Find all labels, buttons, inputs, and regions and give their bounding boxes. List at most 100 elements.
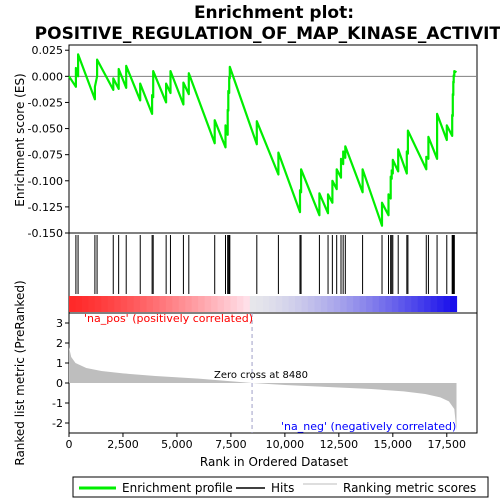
es-curve (68, 53, 457, 227)
x-tick-label: 0 (66, 438, 73, 451)
color-bar-segment (450, 296, 458, 312)
ranked-metric-area (69, 313, 457, 433)
color-bar-segment (430, 296, 438, 312)
color-bar-segment (236, 296, 244, 312)
ranked-ylabel: Ranked list metric (PreRanked) (13, 280, 27, 465)
color-bar-segment (133, 296, 141, 312)
es-tick-label: -0.050 (28, 123, 63, 136)
color-bar-segment (391, 296, 399, 312)
pos-label: 'na_pos' (positively correlated) (84, 312, 253, 325)
color-bar-segment (230, 296, 238, 312)
color-bar-segment (243, 296, 251, 312)
color-bar-segment (256, 296, 264, 312)
color-bar-segment (159, 296, 167, 312)
color-bar-segment (178, 296, 186, 312)
color-bar-segment (359, 296, 367, 312)
ranked-tick-label: 2 (56, 337, 63, 350)
es-tick-label: 0.025 (32, 44, 64, 57)
color-bar-segment (417, 296, 425, 312)
legend-label-enrichment: Enrichment profile (122, 481, 233, 495)
color-bar-segment (101, 296, 109, 312)
color-bar-segment (249, 296, 257, 312)
x-axis-label: Rank in Ordered Dataset (200, 455, 348, 469)
ranked-tick-label: -2 (52, 417, 63, 430)
color-bar-segment (140, 296, 148, 312)
color-bar-segment (333, 296, 341, 312)
color-bar-segment (75, 296, 83, 312)
x-axis: 0 2,500 5,000 7,500 10,000 12,500 15,000 17,500 (66, 433, 467, 451)
legend-label-hits: Hits (271, 481, 294, 495)
es-tick-label: -0.125 (28, 201, 63, 214)
hit-marks (75, 235, 455, 294)
color-bar-segment (288, 296, 296, 312)
legend: Enrichment profile Hits Ranking metric s… (72, 476, 489, 498)
color-bar-segment (385, 296, 393, 312)
color-bar-segment (88, 296, 96, 312)
es-axis: 0.025 0.000 -0.025 -0.050 -0.075 -0.100 -0.125… (28, 44, 69, 240)
x-tick-label: 15,000 (374, 438, 413, 451)
color-bar-segment (146, 296, 154, 312)
es-tick-label: -0.075 (28, 149, 63, 162)
es-ylabel: Enrichment score (ES) (13, 73, 27, 206)
color-bar-segment (114, 296, 122, 312)
color-bar-segment (404, 296, 412, 312)
legend-frame (72, 476, 489, 498)
neg-label: 'na_neg' (negatively correlated) (281, 420, 456, 433)
color-bar-segment (211, 296, 219, 312)
color-bar-segment (81, 296, 89, 312)
color-bar-segment (198, 296, 206, 312)
color-bar-segment (185, 296, 193, 312)
color-bar-segment (398, 296, 406, 312)
x-tick-label: 2,500 (107, 438, 139, 451)
color-bar-segment (301, 296, 309, 312)
color-bar-segment (262, 296, 270, 312)
es-tick-label: -0.150 (28, 227, 63, 240)
es-tick-label: 0.000 (32, 70, 64, 83)
x-tick-label: 12,500 (320, 438, 359, 451)
color-bar-segment (191, 296, 199, 312)
color-bar-segment (217, 296, 225, 312)
color-bar-segment (165, 296, 173, 312)
color-bar-segment (152, 296, 161, 312)
color-bar-segment (282, 296, 290, 312)
color-bar-segment (327, 296, 335, 312)
color-bar-segment (314, 296, 322, 312)
ranked-axis: 3 2 1 0 -1 -2 (52, 317, 69, 430)
color-bar-segment (424, 296, 432, 312)
color-bar-segment (340, 296, 348, 312)
es-tick-label: -0.025 (28, 96, 63, 109)
color-bar-segment (307, 296, 316, 312)
ranked-tick-label: -1 (52, 397, 63, 410)
color-bar-segment (346, 296, 354, 312)
color-bar-segment (320, 296, 328, 312)
color-bar-segment (94, 296, 102, 312)
x-tick-label: 5,000 (161, 438, 193, 451)
rank-color-bar (69, 296, 458, 312)
chart-title-line-1: Enrichment plot: (194, 3, 354, 23)
legend-label-ranked: Ranking metric scores (343, 481, 476, 495)
color-bar-segment (372, 296, 380, 312)
x-tick-label: 17,500 (428, 438, 467, 451)
x-tick-label: 10,000 (266, 438, 305, 451)
color-bar-segment (120, 296, 128, 312)
color-bar-segment (411, 296, 419, 312)
color-bar-segment (275, 296, 283, 312)
chart-title-line-2: POSITIVE_REGULATION_OF_MAP_KINASE_ACTIVI… (35, 24, 500, 44)
x-tick-label: 7,500 (215, 438, 247, 451)
color-bar-segment (443, 296, 451, 312)
color-bar-segment (378, 296, 387, 312)
es-tick-label: -0.100 (28, 175, 63, 188)
color-bar-segment (269, 296, 277, 312)
color-bar-segment (295, 296, 303, 312)
ranked-metric-fill (69, 347, 457, 431)
zero-cross-label: Zero cross at 8480 (214, 370, 308, 381)
color-bar-segment (223, 296, 232, 312)
color-bar-segment (366, 296, 374, 312)
color-bar-segment (69, 296, 77, 312)
color-bar-segment (172, 296, 180, 312)
color-bar-segment (204, 296, 212, 312)
color-bar-segment (437, 296, 445, 312)
es-line (68, 53, 457, 227)
